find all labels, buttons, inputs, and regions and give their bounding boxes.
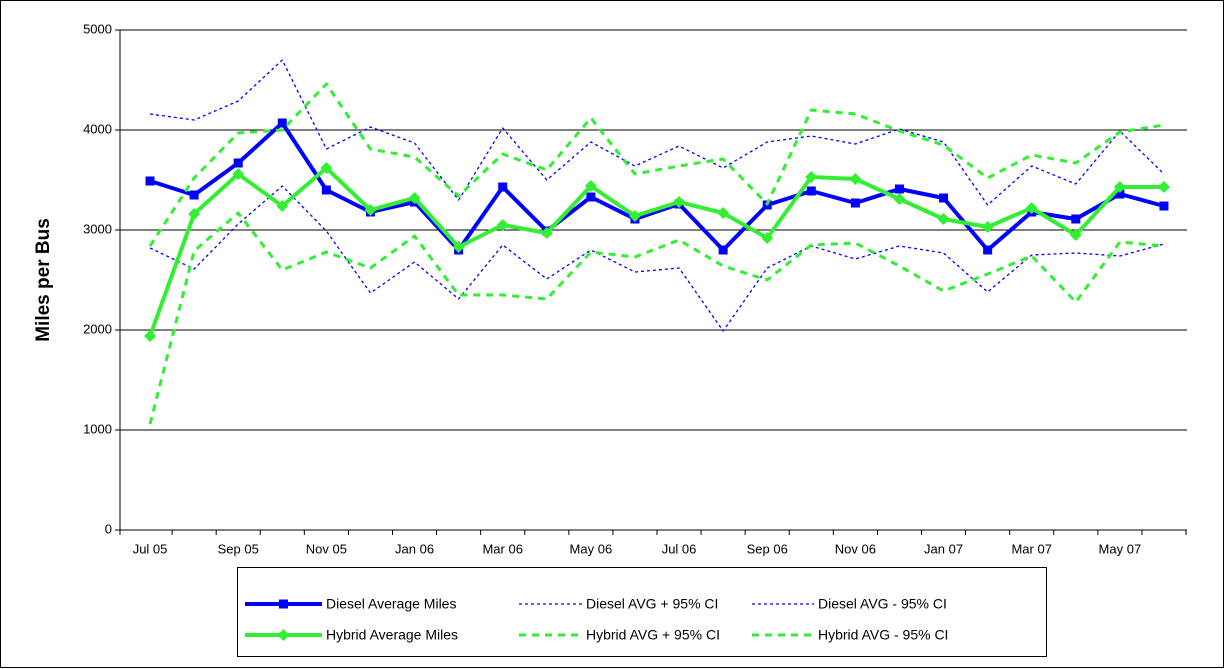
- point: [584, 180, 597, 192]
- point: [1159, 201, 1169, 211]
- x-tick-label: Jan 07: [924, 541, 963, 556]
- x-tick-label: Mar 06: [482, 541, 522, 556]
- point: [540, 227, 553, 239]
- point: [849, 173, 862, 185]
- point: [1157, 181, 1170, 193]
- point: [983, 245, 993, 255]
- y-tick-label: 4000: [83, 121, 112, 136]
- point: [939, 193, 949, 203]
- point: [144, 330, 157, 342]
- point: [673, 196, 686, 208]
- series-line: [149, 185, 1165, 332]
- x-tick-label: May 06: [570, 541, 613, 556]
- y-axis-label: Miles per Bus: [33, 218, 54, 342]
- point: [408, 192, 421, 204]
- point: [189, 190, 199, 200]
- point: [1113, 181, 1126, 193]
- x-tick-label: Mar 07: [1011, 541, 1051, 556]
- y-tick-label: 3000: [83, 221, 112, 236]
- legend-marker: [279, 599, 288, 609]
- x-tick-label: Sep 06: [747, 541, 788, 556]
- legend-label: Diesel AVG + 95% CI: [586, 596, 718, 612]
- x-tick-label: Nov 06: [835, 541, 876, 556]
- point: [276, 200, 289, 212]
- x-tick-label: Jan 06: [395, 541, 434, 556]
- point: [761, 232, 774, 244]
- point: [188, 208, 201, 220]
- point: [805, 171, 818, 183]
- point: [452, 241, 465, 253]
- series-line: [149, 121, 1165, 252]
- legend-marker: [277, 629, 290, 641]
- y-tick-label: 0: [105, 521, 112, 536]
- point: [806, 186, 816, 196]
- point: [1071, 214, 1081, 224]
- x-tick-label: Jul 05: [133, 541, 168, 556]
- point: [233, 158, 243, 168]
- x-tick-label: Sep 05: [218, 541, 259, 556]
- series-line: [149, 59, 1165, 206]
- legend-box: [237, 567, 1047, 657]
- point: [496, 219, 509, 231]
- y-tick-label: 1000: [83, 421, 112, 436]
- legend-label: Hybrid AVG - 95% CI: [818, 627, 948, 643]
- point: [586, 192, 596, 202]
- point: [1025, 202, 1038, 214]
- legend-label: Diesel Average Miles: [326, 596, 456, 612]
- point: [1069, 229, 1082, 241]
- point: [718, 245, 728, 255]
- x-tick-label: Nov 05: [306, 541, 347, 556]
- y-tick-label: 5000: [83, 21, 112, 36]
- x-tick-label: May 07: [1099, 541, 1142, 556]
- point: [321, 185, 331, 195]
- legend-label: Hybrid AVG + 95% CI: [586, 627, 720, 643]
- point: [320, 162, 333, 174]
- point: [894, 184, 904, 194]
- x-tick-label: Jul 06: [662, 541, 697, 556]
- point: [628, 210, 641, 222]
- point: [277, 118, 287, 128]
- point: [498, 182, 508, 192]
- y-tick-label: 2000: [83, 321, 112, 336]
- point: [145, 176, 155, 186]
- point: [232, 168, 245, 180]
- series-line: [148, 82, 1165, 247]
- point: [981, 221, 994, 233]
- point: [937, 213, 950, 225]
- point: [893, 193, 906, 205]
- legend-label: Diesel AVG - 95% CI: [818, 596, 947, 612]
- point: [717, 207, 730, 219]
- point: [850, 198, 860, 208]
- point: [364, 204, 377, 216]
- series-line: [148, 166, 1164, 337]
- point: [1115, 189, 1125, 199]
- legend-label: Hybrid Average Miles: [326, 627, 458, 643]
